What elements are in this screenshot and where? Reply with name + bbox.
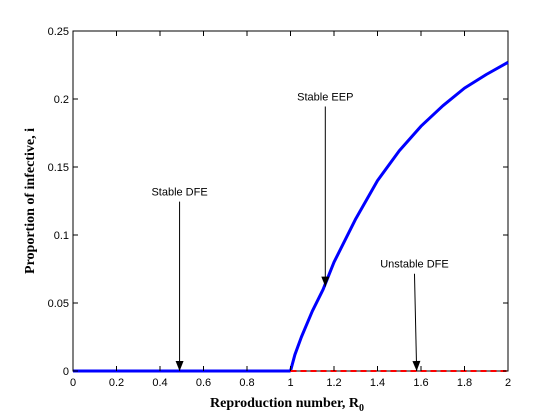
annotation-label: Stable EEP [297, 91, 353, 103]
x-axis-title: Reproduction number, R0 [210, 396, 364, 414]
series-line-1 [289, 60, 509, 372]
x-tick-label: 1.2 [326, 377, 341, 389]
tick-layer: 0 0.2 0.4 0.6 0.8 1 1.2 1.4 1.6 1.8 2 0 0.05 0.1 0.15 0… [48, 26, 511, 389]
x-axis-title-subscript: 0 [359, 403, 364, 414]
annotation-arrowhead [321, 276, 330, 287]
x-tick-label: 0.4 [152, 377, 167, 389]
annotation-layer: Stable DFE Stable EEP Unstable DFE [151, 91, 449, 372]
x-tick-label: 0.6 [196, 377, 211, 389]
x-tick-label: 1.6 [413, 377, 428, 389]
y-axis-title: Proportion of infective, i [23, 128, 38, 274]
plot-frame [72, 30, 509, 372]
x-tick-label: 0.8 [239, 377, 254, 389]
x-tick-label: 1 [287, 377, 293, 389]
annotation-label: Stable DFE [151, 187, 207, 199]
y-tick-label: 0.1 [54, 230, 69, 242]
y-tick-label: 0.05 [48, 298, 69, 310]
annotation-arrow-line [413, 273, 418, 372]
annotation-arrowhead [412, 360, 421, 371]
x-tick-label: 1.8 [457, 377, 472, 389]
x-axis-title-main: Reproduction number, R [210, 396, 360, 411]
y-tick-label: 0.15 [48, 162, 69, 174]
x-tick-label: 2 [505, 377, 511, 389]
series-layer [73, 60, 509, 373]
annotation-arrowhead [175, 361, 184, 371]
y-tick-label: 0 [63, 366, 69, 378]
x-tick-label: 0 [70, 377, 76, 389]
y-tick-label: 0.2 [54, 94, 69, 106]
y-tick-label: 0.25 [48, 26, 69, 38]
annotation-label: Unstable DFE [380, 259, 448, 271]
x-tick-label: 1.4 [370, 377, 385, 389]
x-tick-label: 0.2 [109, 377, 124, 389]
